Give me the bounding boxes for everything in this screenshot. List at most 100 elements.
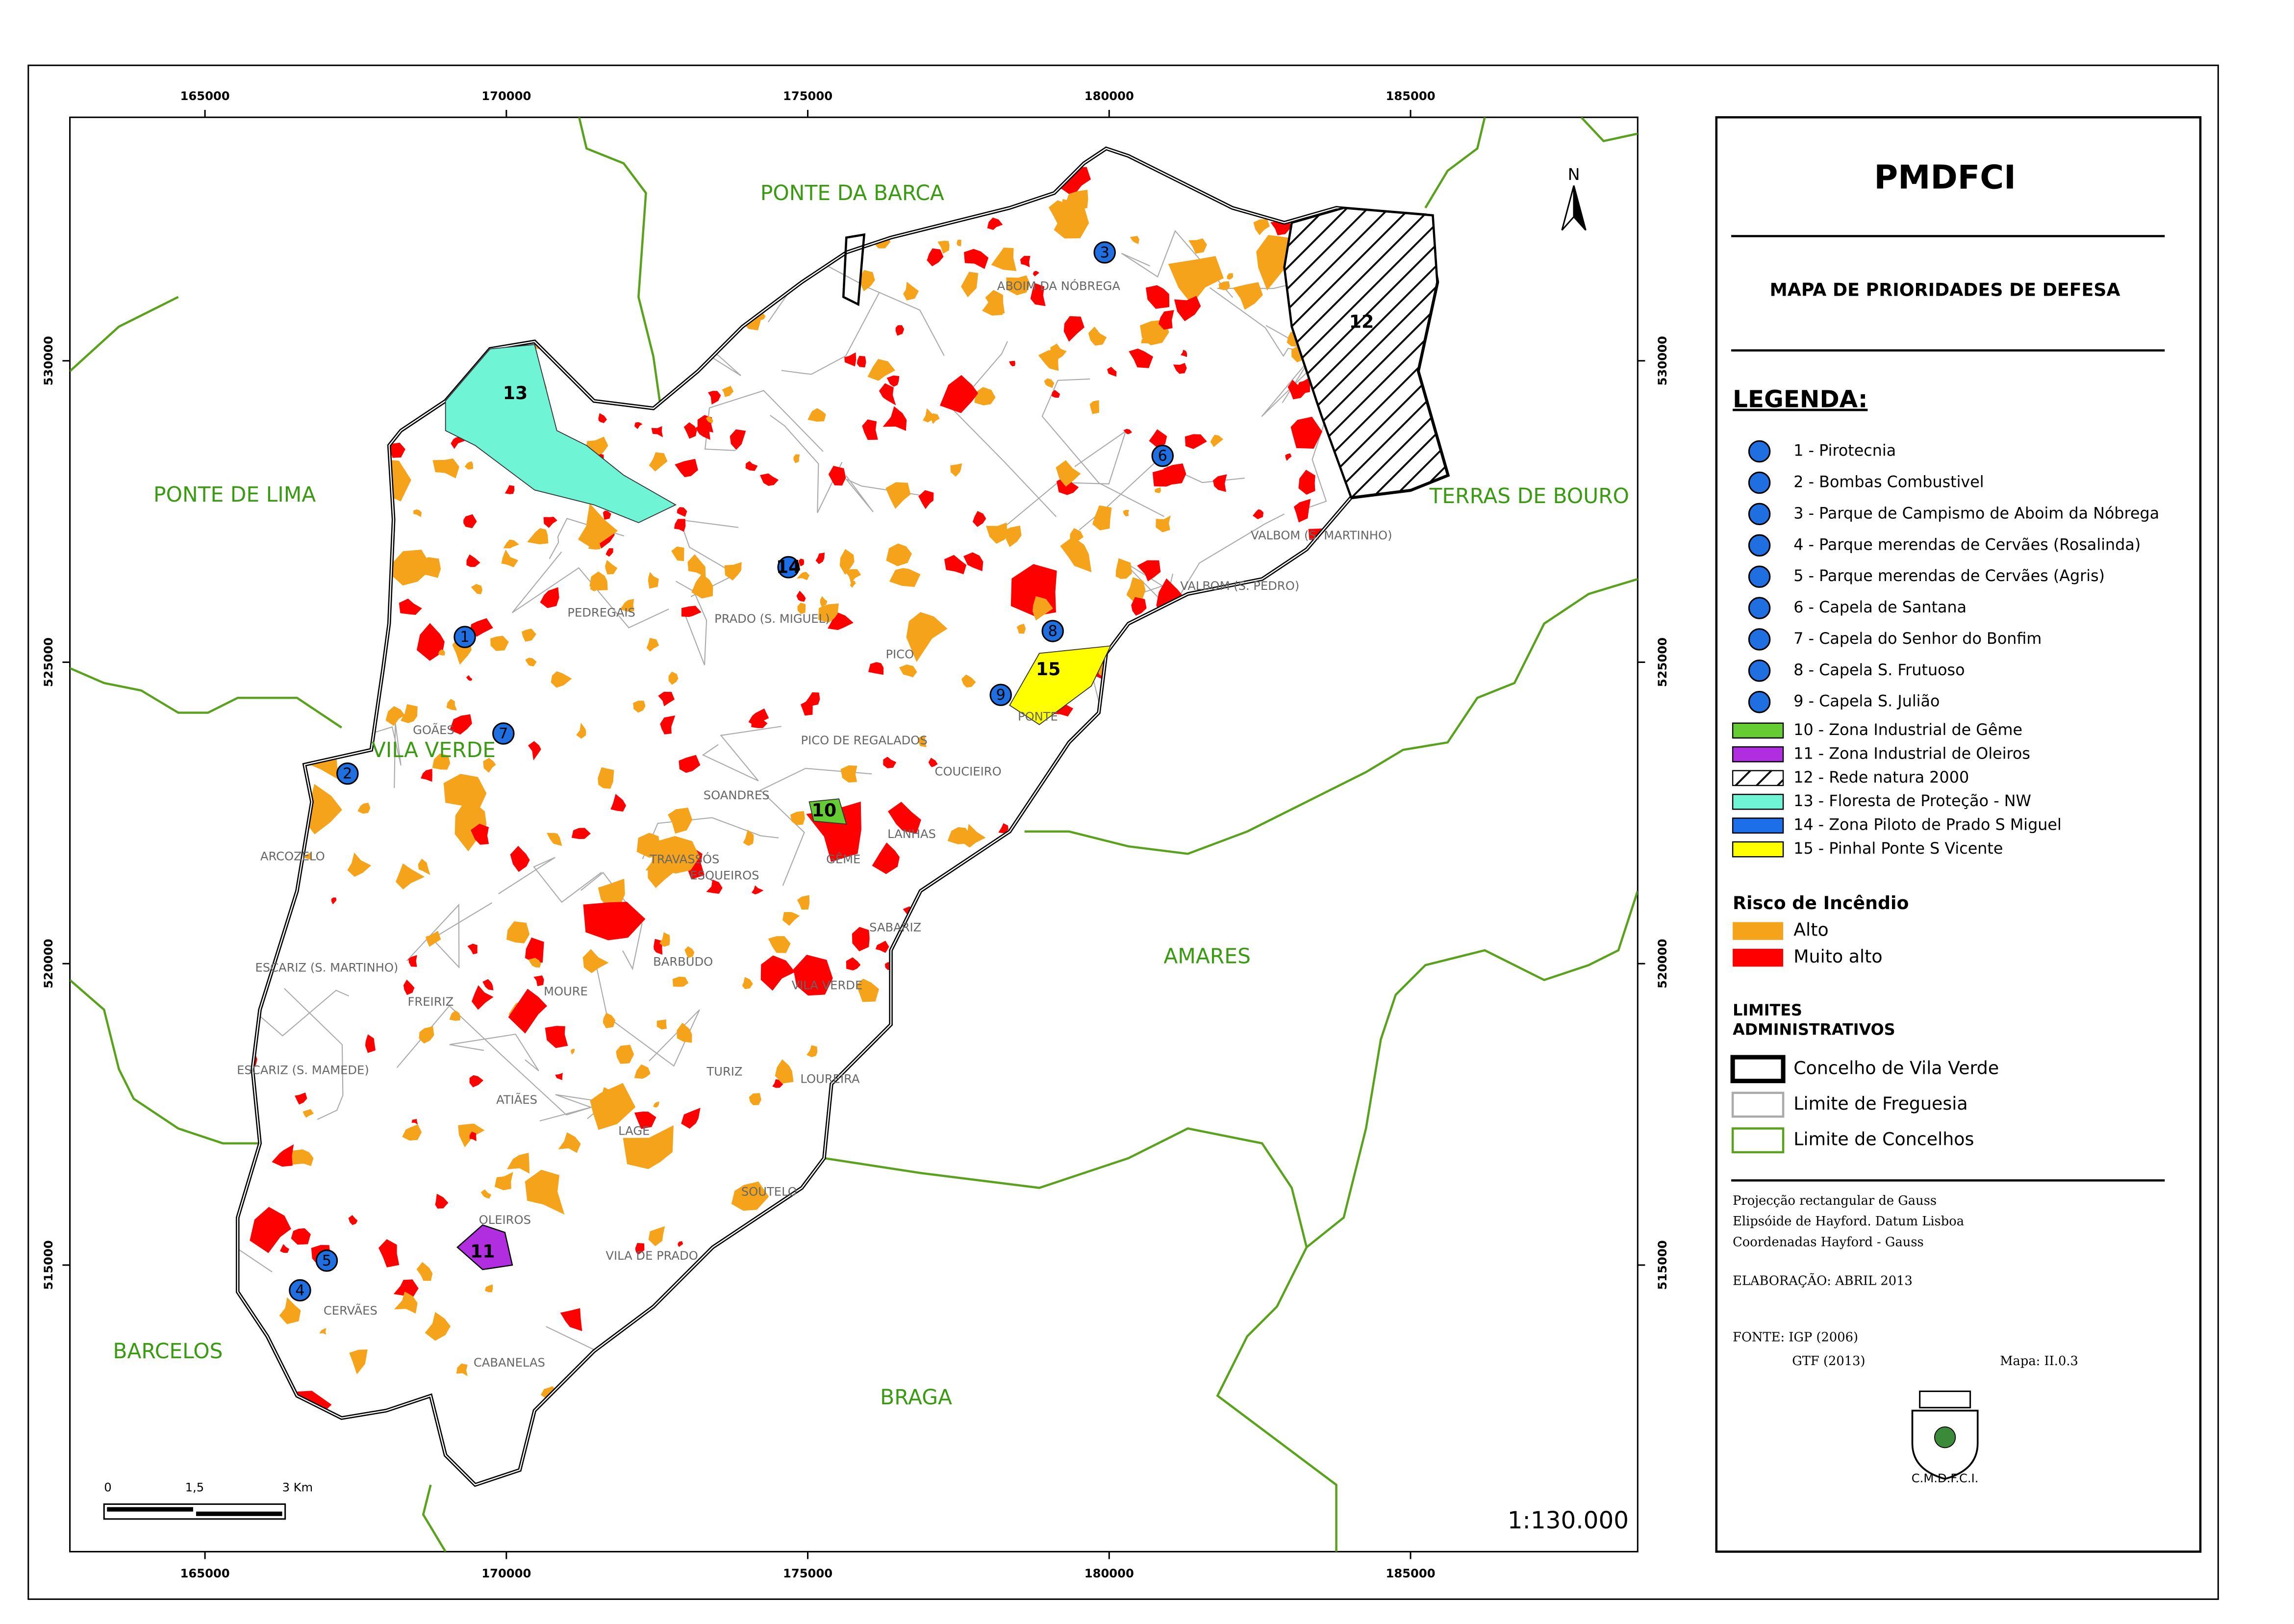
risk-patch [250, 1207, 291, 1253]
legend-panel [1715, 116, 2202, 1553]
risk-patch [1298, 469, 1315, 495]
concelho-limit [422, 1484, 447, 1552]
risk-patch [706, 879, 723, 894]
risk-patch [1115, 558, 1132, 579]
y-tick-label: 515000 [42, 1240, 55, 1290]
risk-patch [681, 1108, 701, 1129]
risk-patch [743, 830, 754, 846]
risk-patch [1060, 536, 1092, 573]
risk-patch [501, 549, 519, 567]
poi-marker [454, 626, 476, 648]
parish-label: GÊME [826, 852, 860, 866]
marker-label: 14 [776, 556, 801, 577]
risk-patch [546, 833, 562, 846]
risk-patch [1123, 509, 1129, 517]
legend-heading: LIMITES [1733, 1001, 1802, 1019]
risk-patch [656, 1019, 667, 1030]
risk-patch [590, 582, 600, 591]
risk-patch [963, 552, 983, 571]
risk-patch [1033, 271, 1039, 277]
risk-patch [1168, 256, 1224, 305]
risk-patch [365, 1034, 376, 1053]
scalebar-seg [196, 1511, 282, 1516]
risk-patch [962, 824, 986, 848]
note: Projecção rectangular de Gauss [1733, 1193, 1937, 1208]
parish-limit [1121, 229, 1234, 298]
risk-patch [759, 473, 779, 486]
risk-patch [466, 675, 473, 681]
x-tick-label: 180000 [1084, 1567, 1134, 1580]
risk-patch [745, 461, 758, 471]
risk-patch [1233, 282, 1263, 310]
risk-patch [510, 845, 530, 872]
zone-14 [842, 233, 866, 306]
parish-limit [449, 1034, 539, 1071]
risk-patch [1130, 236, 1139, 244]
risk-patch [1210, 434, 1224, 447]
risk-patch [464, 461, 473, 470]
risk-patch [522, 629, 536, 642]
subtitle: MAPA DE PRIORIDADES DE DEFESA [1770, 279, 2120, 301]
risk-patch [435, 1193, 449, 1209]
risk-patch [793, 955, 833, 996]
marker-label: 10 [812, 800, 837, 821]
risk-patch [571, 828, 591, 839]
risk-patch [691, 573, 713, 599]
legend-swatch [1732, 793, 1784, 810]
risk-patch [348, 1215, 358, 1225]
risk-patch [790, 811, 805, 825]
scalebar-label: 1,5 [185, 1480, 204, 1494]
risk-patch [683, 422, 697, 439]
risk-patch [687, 554, 706, 577]
risk-patch [349, 1349, 368, 1374]
risk-patch [850, 580, 856, 588]
risk-patch [304, 852, 312, 860]
y-tick-label: 515000 [1656, 1240, 1669, 1290]
legend-symbol [1748, 471, 1771, 494]
risk-patch [394, 1291, 418, 1314]
risk-patch [393, 1279, 419, 1298]
risk-patch [598, 767, 614, 789]
risk-patch [616, 1044, 634, 1064]
parish-label: ARCOZELO [260, 849, 325, 863]
risk-patch [923, 408, 937, 423]
risk-patch [525, 658, 537, 667]
note: Elipsóide de Hayford. Datum Lisboa [1733, 1214, 1964, 1229]
legend-entry: 11 - Zona Industrial de Oleiros [1793, 744, 2030, 762]
marker-label: 5 [322, 1252, 331, 1269]
parish-label: TURIZ [706, 1065, 742, 1078]
risk-patch [677, 1022, 692, 1043]
x-tick-label: 165000 [180, 1567, 230, 1580]
legend-entry: Limite de Freguesia [1793, 1093, 1967, 1114]
risk-patch [605, 559, 618, 575]
legend-entry: 2 - Bombas Combustivel [1793, 473, 1984, 491]
risk-patch [527, 528, 549, 545]
scalebar-label: 3 Km [282, 1480, 313, 1494]
y-tick-label: 525000 [1656, 637, 1669, 687]
risk-patch [494, 1172, 513, 1191]
risk-patch [797, 603, 806, 614]
risk-patch [906, 612, 948, 662]
scale-ratio: 1:130.000 [1508, 1507, 1629, 1534]
risk-patch [528, 958, 541, 968]
risk-patch [840, 765, 857, 783]
risk-patch [635, 1243, 645, 1255]
parish-label: SOUTELO [741, 1185, 797, 1199]
risk-patch [1123, 429, 1133, 434]
marker-label: 4 [295, 1282, 304, 1299]
risk-patch [1146, 285, 1170, 309]
risk-patch [818, 603, 839, 623]
zone-15 [1009, 645, 1111, 725]
risk-patch [668, 671, 679, 685]
risk-patch [917, 736, 927, 747]
zone-12 [1283, 206, 1449, 499]
risk-patch [528, 741, 541, 761]
parish-label: PICO DE REGALADOS [801, 734, 928, 747]
north-arrow [1573, 185, 1587, 231]
zone-11 [456, 1224, 513, 1270]
risk-patch [419, 1026, 434, 1044]
risk-patch [731, 1181, 769, 1211]
legend-entry: 8 - Capela S. Frutuoso [1793, 661, 1965, 679]
y-tick-label: 520000 [1656, 939, 1669, 989]
risk-patch [1054, 199, 1089, 239]
